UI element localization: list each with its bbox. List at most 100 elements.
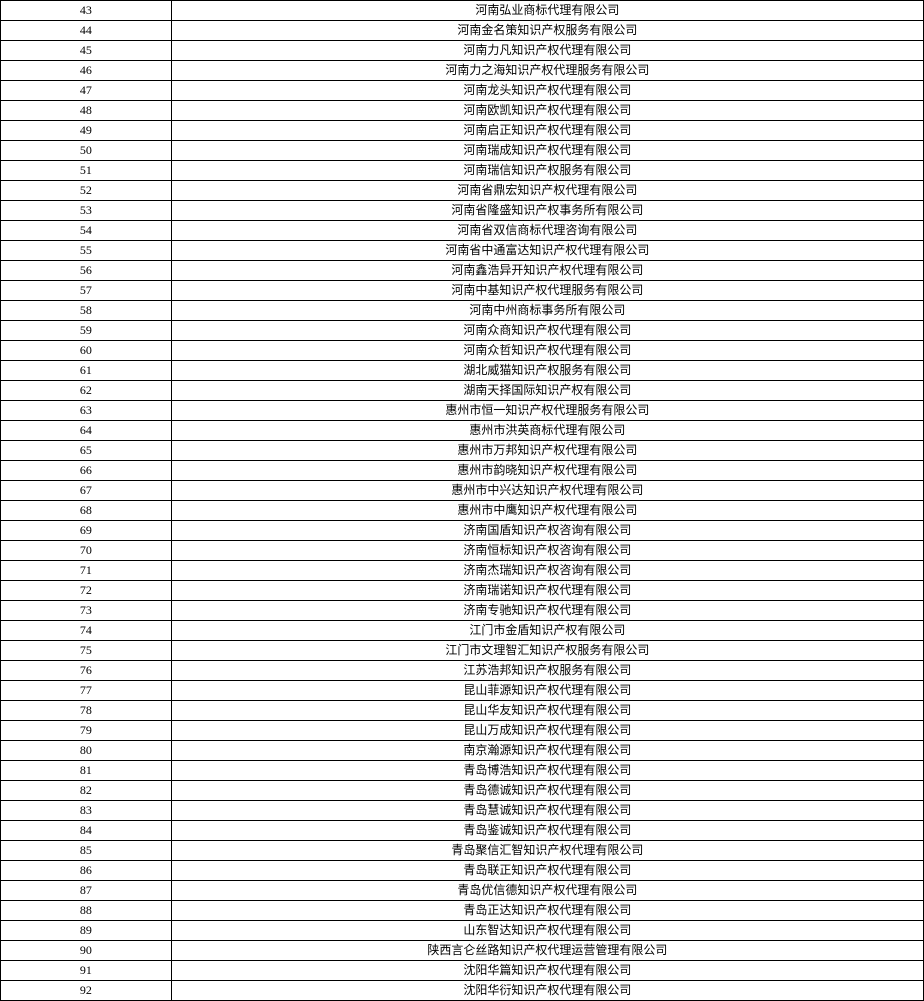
table-row: 47河南龙头知识产权代理有限公司 — [1, 81, 924, 101]
row-number-cell: 57 — [1, 281, 172, 301]
table-row: 81青岛博浩知识产权代理有限公司 — [1, 761, 924, 781]
company-name-cell: 河南省双信商标代理咨询有限公司 — [171, 221, 923, 241]
company-name-cell: 惠州市万邦知识产权代理有限公司 — [171, 441, 923, 461]
table-row: 85青岛聚信汇智知识产权代理有限公司 — [1, 841, 924, 861]
company-name-cell: 青岛博浩知识产权代理有限公司 — [171, 761, 923, 781]
row-number-cell: 71 — [1, 561, 172, 581]
company-name-cell: 南京瀚源知识产权代理有限公司 — [171, 741, 923, 761]
table-row: 68惠州市中鹰知识产权代理有限公司 — [1, 501, 924, 521]
company-name-cell: 济南瑞诺知识产权代理有限公司 — [171, 581, 923, 601]
row-number-cell: 92 — [1, 981, 172, 1001]
table-row: 92沈阳华衍知识产权代理有限公司 — [1, 981, 924, 1001]
table-row: 87青岛优信德知识产权代理有限公司 — [1, 881, 924, 901]
table-row: 83青岛慧诚知识产权代理有限公司 — [1, 801, 924, 821]
row-number-cell: 48 — [1, 101, 172, 121]
table-row: 88青岛正达知识产权代理有限公司 — [1, 901, 924, 921]
row-number-cell: 60 — [1, 341, 172, 361]
table-row: 48河南欧凯知识产权代理有限公司 — [1, 101, 924, 121]
table-row: 65惠州市万邦知识产权代理有限公司 — [1, 441, 924, 461]
row-number-cell: 52 — [1, 181, 172, 201]
row-number-cell: 73 — [1, 601, 172, 621]
company-name-cell: 惠州市恒一知识产权代理服务有限公司 — [171, 401, 923, 421]
company-name-cell: 河南中州商标事务所有限公司 — [171, 301, 923, 321]
table-row: 74江门市金盾知识产权有限公司 — [1, 621, 924, 641]
row-number-cell: 80 — [1, 741, 172, 761]
row-number-cell: 65 — [1, 441, 172, 461]
table-row: 76江苏浩邦知识产权服务有限公司 — [1, 661, 924, 681]
company-name-cell: 惠州市中兴达知识产权代理有限公司 — [171, 481, 923, 501]
company-name-cell: 河南省隆盛知识产权事务所有限公司 — [171, 201, 923, 221]
company-name-cell: 河南龙头知识产权代理有限公司 — [171, 81, 923, 101]
company-name-cell: 山东智达知识产权代理有限公司 — [171, 921, 923, 941]
table-row: 55河南省中通富达知识产权代理有限公司 — [1, 241, 924, 261]
table-row: 89山东智达知识产权代理有限公司 — [1, 921, 924, 941]
row-number-cell: 53 — [1, 201, 172, 221]
company-name-cell: 昆山菲源知识产权代理有限公司 — [171, 681, 923, 701]
company-name-cell: 青岛聚信汇智知识产权代理有限公司 — [171, 841, 923, 861]
row-number-cell: 44 — [1, 21, 172, 41]
row-number-cell: 84 — [1, 821, 172, 841]
table-row: 61湖北威猫知识产权服务有限公司 — [1, 361, 924, 381]
data-table: 43河南弘业商标代理有限公司44河南金名策知识产权服务有限公司45河南力凡知识产… — [0, 0, 924, 1001]
table-row: 56河南鑫浩异开知识产权代理有限公司 — [1, 261, 924, 281]
table-row: 49河南启正知识产权代理有限公司 — [1, 121, 924, 141]
row-number-cell: 66 — [1, 461, 172, 481]
row-number-cell: 79 — [1, 721, 172, 741]
company-name-cell: 济南专驰知识产权代理有限公司 — [171, 601, 923, 621]
company-name-cell: 江苏浩邦知识产权服务有限公司 — [171, 661, 923, 681]
row-number-cell: 89 — [1, 921, 172, 941]
row-number-cell: 61 — [1, 361, 172, 381]
table-row: 50河南瑞成知识产权代理有限公司 — [1, 141, 924, 161]
table-row: 66惠州市韵晓知识产权代理有限公司 — [1, 461, 924, 481]
row-number-cell: 87 — [1, 881, 172, 901]
company-name-cell: 河南众商知识产权代理有限公司 — [171, 321, 923, 341]
company-name-cell: 沈阳华衍知识产权代理有限公司 — [171, 981, 923, 1001]
company-name-cell: 河南鑫浩异开知识产权代理有限公司 — [171, 261, 923, 281]
company-name-cell: 江门市文理智汇知识产权服务有限公司 — [171, 641, 923, 661]
table-row: 67惠州市中兴达知识产权代理有限公司 — [1, 481, 924, 501]
row-number-cell: 64 — [1, 421, 172, 441]
company-name-cell: 河南启正知识产权代理有限公司 — [171, 121, 923, 141]
company-name-cell: 昆山华友知识产权代理有限公司 — [171, 701, 923, 721]
company-name-cell: 河南中基知识产权代理服务有限公司 — [171, 281, 923, 301]
company-name-cell: 河南省鼎宏知识产权代理有限公司 — [171, 181, 923, 201]
row-number-cell: 90 — [1, 941, 172, 961]
row-number-cell: 74 — [1, 621, 172, 641]
row-number-cell: 75 — [1, 641, 172, 661]
company-name-cell: 青岛联正知识产权代理有限公司 — [171, 861, 923, 881]
row-number-cell: 70 — [1, 541, 172, 561]
table-row: 72济南瑞诺知识产权代理有限公司 — [1, 581, 924, 601]
row-number-cell: 85 — [1, 841, 172, 861]
company-name-cell: 青岛优信德知识产权代理有限公司 — [171, 881, 923, 901]
row-number-cell: 82 — [1, 781, 172, 801]
table-row: 77昆山菲源知识产权代理有限公司 — [1, 681, 924, 701]
company-name-cell: 河南众哲知识产权代理有限公司 — [171, 341, 923, 361]
company-name-cell: 惠州市韵晓知识产权代理有限公司 — [171, 461, 923, 481]
company-name-cell: 河南力之海知识产权代理服务有限公司 — [171, 61, 923, 81]
company-name-cell: 河南瑞成知识产权代理有限公司 — [171, 141, 923, 161]
table-row: 70济南恒标知识产权咨询有限公司 — [1, 541, 924, 561]
company-name-cell: 河南欧凯知识产权代理有限公司 — [171, 101, 923, 121]
table-row: 84青岛鉴诚知识产权代理有限公司 — [1, 821, 924, 841]
table-row: 86青岛联正知识产权代理有限公司 — [1, 861, 924, 881]
company-name-cell: 河南弘业商标代理有限公司 — [171, 1, 923, 21]
row-number-cell: 45 — [1, 41, 172, 61]
table-row: 44河南金名策知识产权服务有限公司 — [1, 21, 924, 41]
company-name-cell: 济南国盾知识产权咨询有限公司 — [171, 521, 923, 541]
table-row: 90陕西言仑丝路知识产权代理运营管理有限公司 — [1, 941, 924, 961]
table-row: 73济南专驰知识产权代理有限公司 — [1, 601, 924, 621]
table-row: 62湖南天择国际知识产权有限公司 — [1, 381, 924, 401]
row-number-cell: 43 — [1, 1, 172, 21]
table-row: 71济南杰瑞知识产权咨询有限公司 — [1, 561, 924, 581]
table-body: 43河南弘业商标代理有限公司44河南金名策知识产权服务有限公司45河南力凡知识产… — [1, 1, 924, 1001]
table-row: 51河南瑞信知识产权服务有限公司 — [1, 161, 924, 181]
table-row: 53河南省隆盛知识产权事务所有限公司 — [1, 201, 924, 221]
table-row: 82青岛德诚知识产权代理有限公司 — [1, 781, 924, 801]
company-name-cell: 湖南天择国际知识产权有限公司 — [171, 381, 923, 401]
row-number-cell: 59 — [1, 321, 172, 341]
company-name-cell: 惠州市洪英商标代理有限公司 — [171, 421, 923, 441]
table-row: 80南京瀚源知识产权代理有限公司 — [1, 741, 924, 761]
row-number-cell: 58 — [1, 301, 172, 321]
table-row: 79昆山万成知识产权代理有限公司 — [1, 721, 924, 741]
company-name-cell: 河南省中通富达知识产权代理有限公司 — [171, 241, 923, 261]
